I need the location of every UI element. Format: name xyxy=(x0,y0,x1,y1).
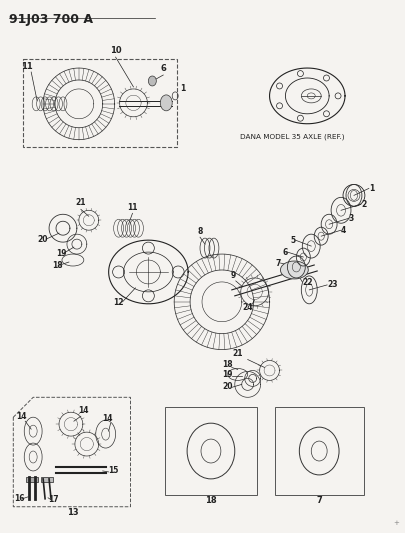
Circle shape xyxy=(143,242,154,254)
Text: 20: 20 xyxy=(38,235,48,244)
Circle shape xyxy=(143,290,154,302)
Text: 91J03 700 A: 91J03 700 A xyxy=(9,13,93,26)
Text: 7: 7 xyxy=(275,259,280,268)
Text: 18: 18 xyxy=(222,360,233,369)
Text: 1: 1 xyxy=(369,184,374,193)
Text: 5: 5 xyxy=(290,236,295,245)
Text: 4: 4 xyxy=(341,225,346,235)
Text: 22: 22 xyxy=(302,278,313,287)
Text: 19: 19 xyxy=(223,370,233,379)
Text: DANA MODEL 35 AXLE (REF.): DANA MODEL 35 AXLE (REF.) xyxy=(240,134,344,140)
Text: 3: 3 xyxy=(349,214,354,223)
Text: 15: 15 xyxy=(109,466,119,475)
Text: 19: 19 xyxy=(56,249,66,258)
Circle shape xyxy=(172,266,184,278)
Circle shape xyxy=(113,266,125,278)
Text: 14: 14 xyxy=(16,412,26,421)
Text: 10: 10 xyxy=(110,46,122,55)
Text: 1: 1 xyxy=(180,84,185,93)
Text: 14: 14 xyxy=(102,414,113,423)
Text: 11: 11 xyxy=(127,203,138,212)
Text: 21: 21 xyxy=(76,198,86,207)
Ellipse shape xyxy=(148,76,156,86)
Text: 2: 2 xyxy=(361,200,366,209)
Text: 7: 7 xyxy=(316,496,322,505)
Text: 24: 24 xyxy=(243,303,253,312)
Text: 6: 6 xyxy=(160,64,166,73)
Text: 14: 14 xyxy=(79,406,89,415)
Text: 23: 23 xyxy=(327,280,338,289)
Text: 16: 16 xyxy=(14,494,25,503)
Text: 11: 11 xyxy=(21,62,33,71)
Text: 8: 8 xyxy=(197,227,203,236)
Text: 20: 20 xyxy=(223,382,233,391)
Bar xyxy=(165,407,257,495)
Text: 18: 18 xyxy=(52,261,62,270)
Ellipse shape xyxy=(280,261,308,279)
Text: 21: 21 xyxy=(232,349,243,358)
Text: 17: 17 xyxy=(48,495,58,504)
Ellipse shape xyxy=(160,95,172,111)
Text: 13: 13 xyxy=(67,508,79,516)
Bar xyxy=(26,477,38,482)
Text: +: + xyxy=(394,520,400,526)
Text: 6: 6 xyxy=(282,247,288,256)
Bar xyxy=(275,407,364,495)
Text: 18: 18 xyxy=(205,496,217,505)
Bar xyxy=(41,477,53,482)
Text: 9: 9 xyxy=(230,271,235,280)
Text: 12: 12 xyxy=(113,298,124,307)
